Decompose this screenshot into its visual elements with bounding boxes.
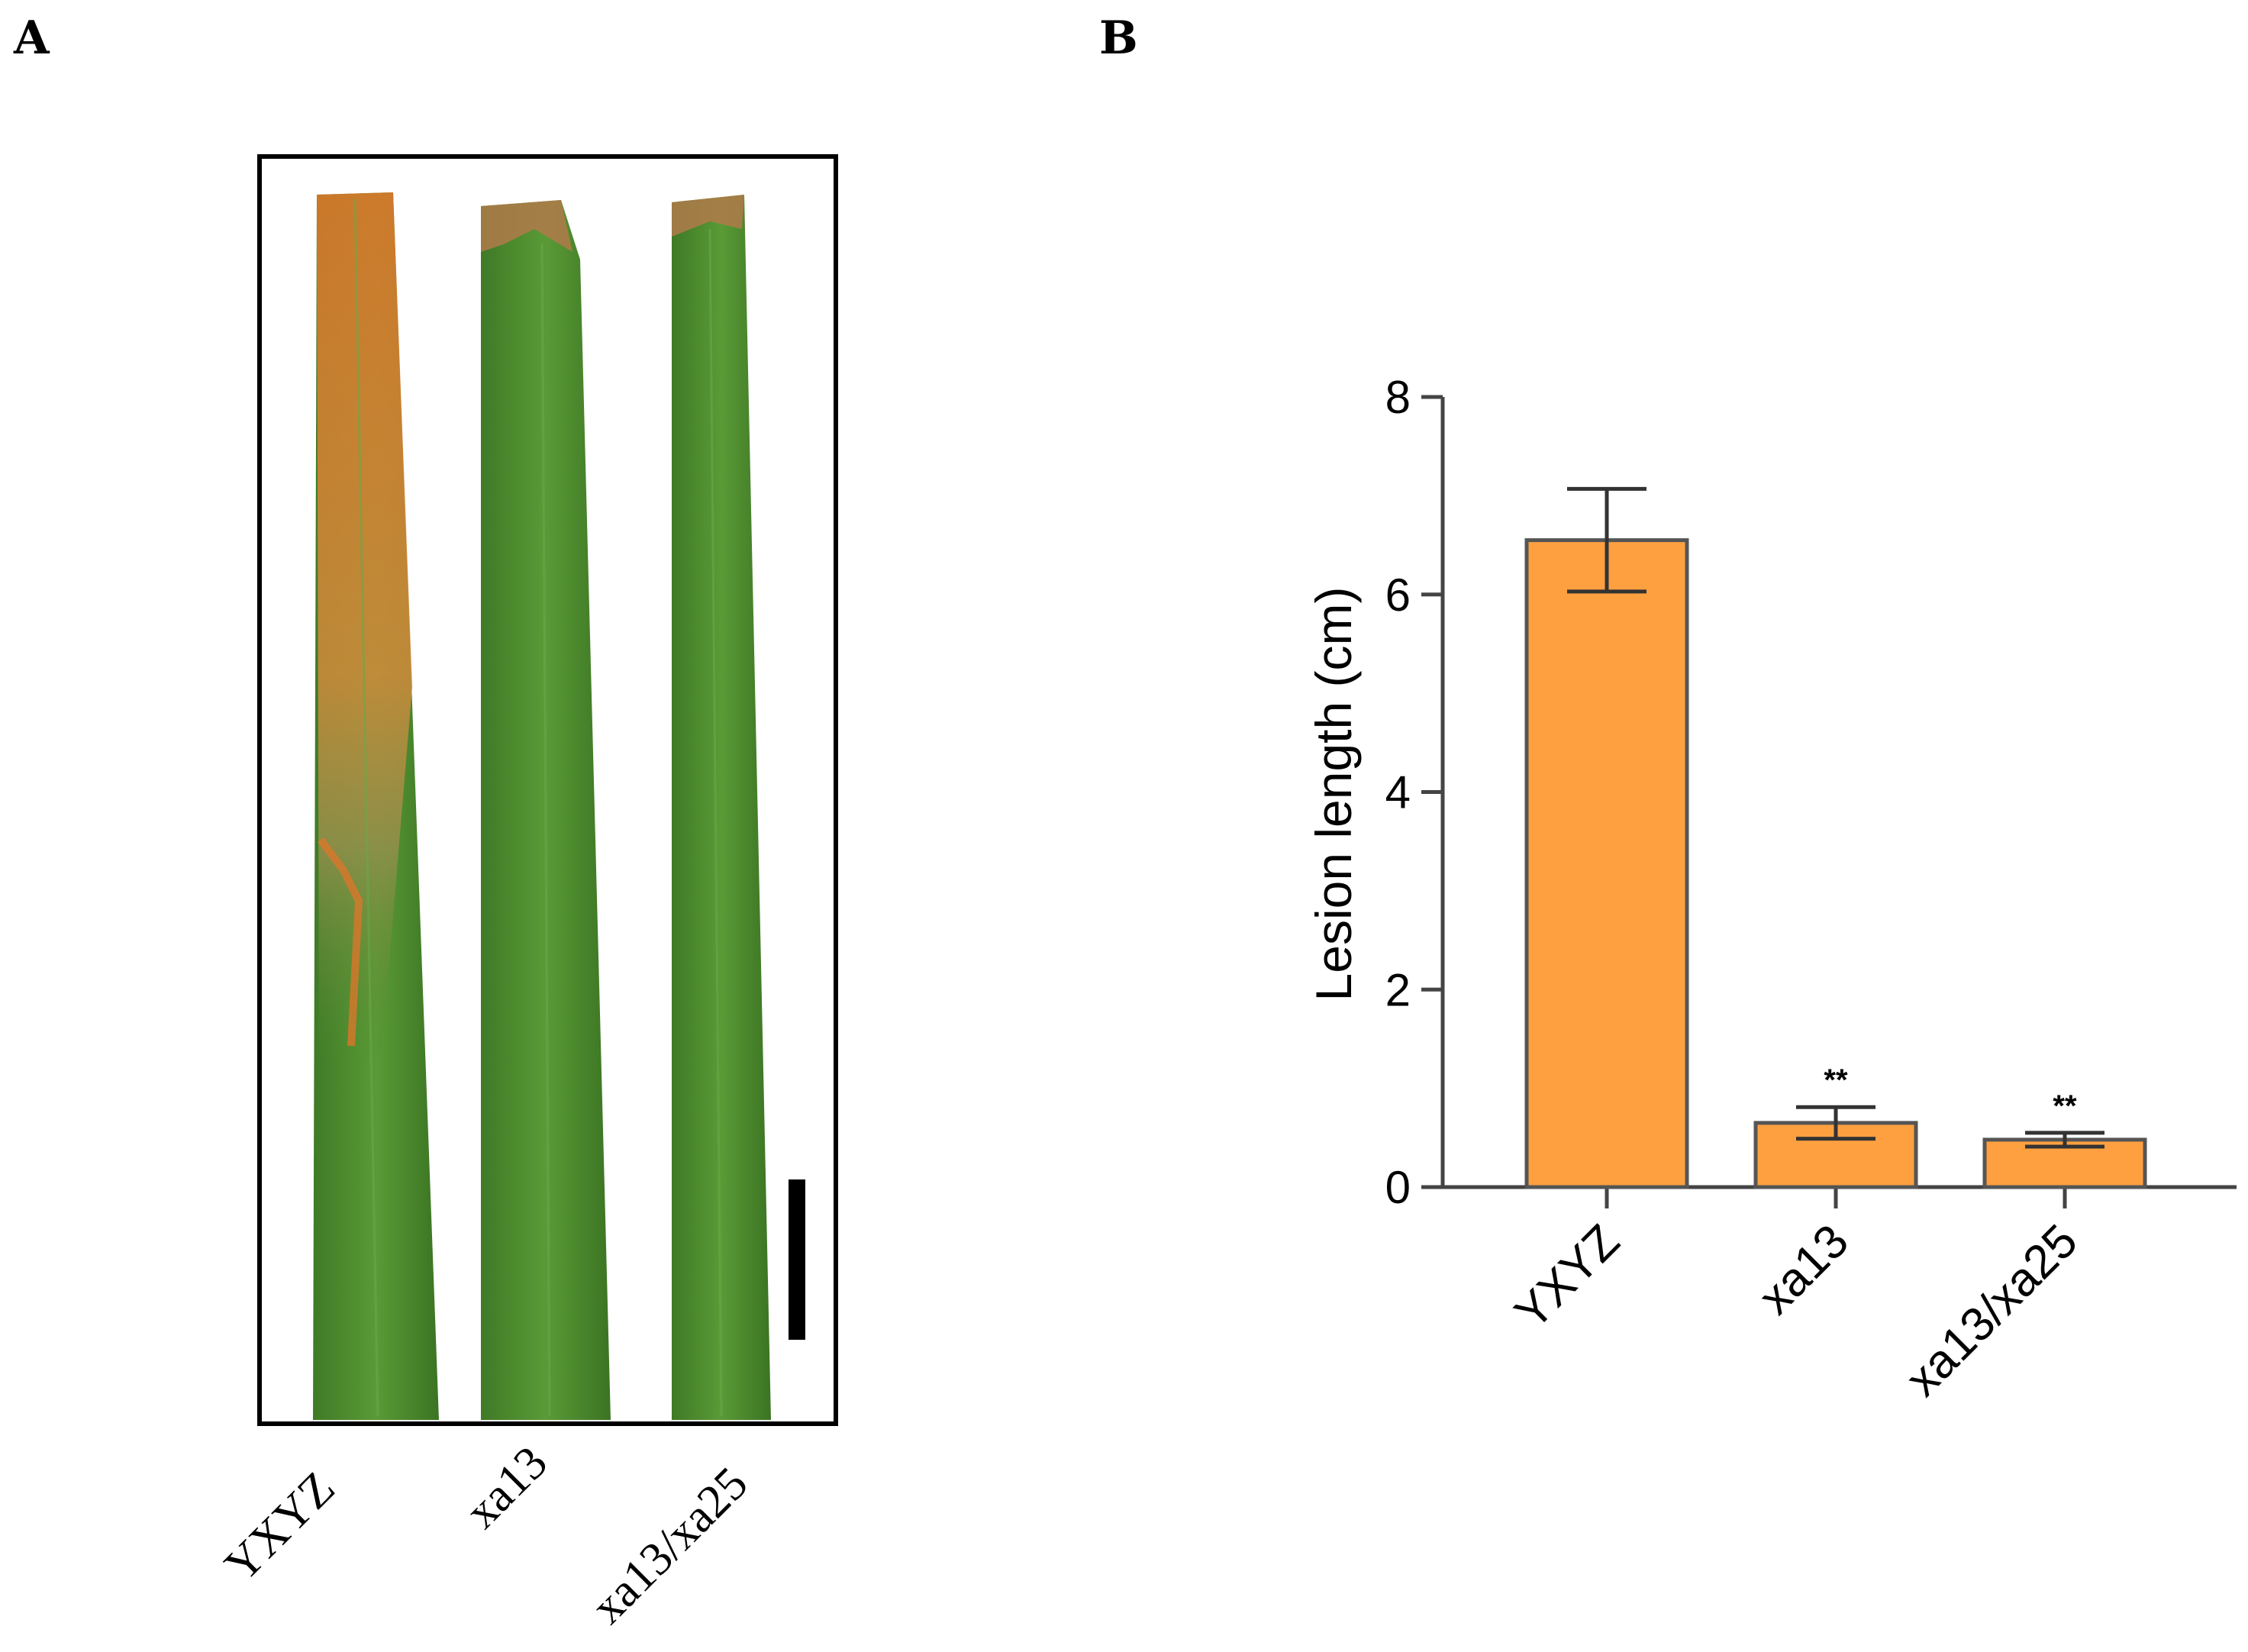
lesion-bar-chart: Lesion length (cm) ** ** 0 2 4 6 8 YXYZ xa13 xa…	[1305, 372, 2237, 1406]
leaf-xa13-xa25	[672, 195, 771, 1420]
lesion-tip	[672, 195, 744, 237]
significance-mark: **	[1824, 1063, 1848, 1097]
leaf-label-xa13-xa25: xa13/xa25	[582, 1457, 758, 1634]
leaf-xa13	[481, 200, 611, 1420]
lesion-tip	[481, 200, 572, 252]
panel-label-a: A	[13, 11, 50, 65]
bars	[1524, 538, 2147, 1189]
y-tick-label: 0	[1385, 1162, 1411, 1213]
significance-mark: **	[2053, 1089, 2077, 1123]
error-bars	[1567, 486, 2104, 1149]
y-tick-label: 6	[1385, 569, 1411, 621]
x-tick-labels: YXYZ xa13 xa13/xa25	[1505, 1215, 2088, 1406]
scale-bar	[789, 1179, 805, 1340]
leaf-label-xa13: xa13	[456, 1437, 557, 1538]
leaf-yxyz	[313, 192, 439, 1420]
lesion-area	[317, 192, 412, 1069]
y-tick-label: 2	[1385, 964, 1411, 1015]
bar	[1524, 538, 1689, 1189]
x-tick-label: xa13	[1749, 1215, 1859, 1325]
panel-label-b: B	[1099, 11, 1138, 65]
y-tick-label: 4	[1385, 767, 1411, 818]
y-axis-title: Lesion length (cm)	[1305, 587, 1362, 1002]
leaf-photo	[257, 154, 838, 1426]
leaf-label-yxyz: YXYZ	[215, 1462, 345, 1592]
y-tick-label: 8	[1385, 372, 1411, 423]
x-tick-label: xa13/xa25	[1896, 1215, 2088, 1406]
significance-marks: ** **	[1824, 1063, 2077, 1123]
y-ticks: 0 2 4 6 8	[1385, 372, 1443, 1213]
x-tick-label: YXYZ	[1505, 1215, 1630, 1339]
